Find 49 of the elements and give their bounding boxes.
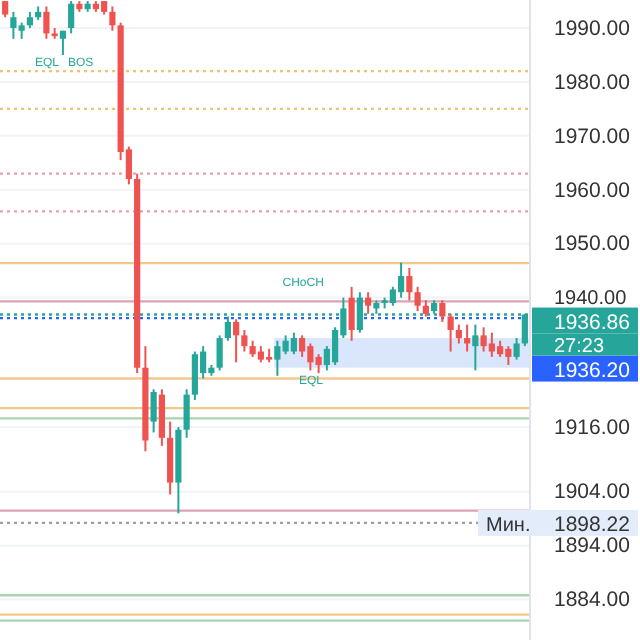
y-tick-label: 1950.00 <box>554 232 631 257</box>
y-tick-label: 1990.00 <box>554 16 631 41</box>
candlestick <box>224 315 231 342</box>
candlestick <box>398 261 405 299</box>
candlestick <box>191 350 198 402</box>
candlestick <box>59 29 66 56</box>
candlestick <box>505 345 512 367</box>
annotation: Мин. <box>486 514 531 537</box>
candlestick <box>216 334 223 372</box>
candlestick <box>365 291 372 315</box>
candlestick <box>513 337 520 361</box>
candlestick <box>488 331 495 358</box>
ref-line-label: 1936.86 <box>554 310 631 335</box>
candlestick <box>274 339 281 377</box>
candlestick <box>43 5 50 40</box>
y-tick-label: 1940.00 <box>554 288 628 311</box>
y-tick-label: 1916.00 <box>554 415 631 440</box>
y-tick-label: 1970.00 <box>554 124 631 149</box>
candlestick <box>406 266 413 302</box>
text: 27:23 <box>554 335 605 358</box>
candlestick <box>290 331 297 356</box>
candlestick <box>439 299 446 323</box>
candlestick <box>282 334 289 356</box>
candlestick <box>183 388 190 439</box>
candlestick <box>109 5 116 32</box>
candlestick <box>464 323 471 353</box>
y-tick-label: 1894.00 <box>554 534 631 559</box>
candlestick <box>68 0 75 35</box>
y-tick-label: 1904.00 <box>554 480 631 505</box>
ref-line-label: 1936.20 <box>554 358 631 383</box>
candlestick <box>150 388 157 434</box>
ref-line-label: 1898.22 <box>554 512 631 537</box>
candlestick <box>299 334 306 358</box>
candlestick <box>167 420 174 496</box>
candlestick <box>307 342 314 372</box>
candlestick <box>241 328 248 353</box>
candlestick <box>348 285 355 342</box>
candlestick <box>414 285 421 313</box>
y-tick-label: 1960.00 <box>554 178 631 203</box>
candlestick <box>315 353 322 375</box>
candlestick <box>233 318 240 364</box>
candlestick <box>480 326 487 353</box>
candlestick <box>10 10 17 40</box>
candlestick <box>158 388 165 447</box>
candlestick <box>447 312 454 353</box>
candlestick <box>472 323 479 372</box>
y-tick-label: 1980.00 <box>554 70 631 95</box>
candlestick <box>455 323 462 345</box>
y-tick-label: 1884.00 <box>554 588 631 613</box>
